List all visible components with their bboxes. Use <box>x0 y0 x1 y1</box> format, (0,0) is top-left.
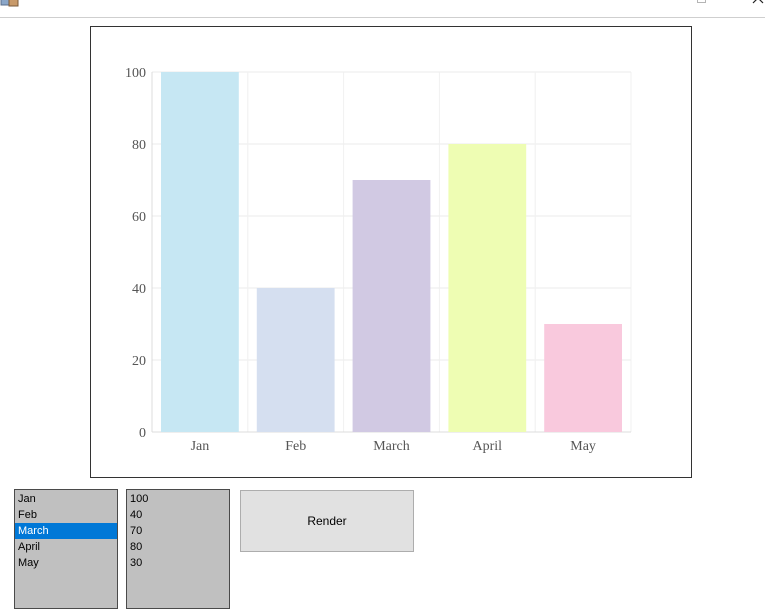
month-list-item[interactable]: April <box>18 541 41 553</box>
month-listbox[interactable]: Jan Feb March April May <box>14 489 118 609</box>
month-list-item[interactable]: Jan <box>18 493 36 505</box>
value-listbox[interactable]: 100 40 70 80 30 <box>126 489 230 609</box>
bar-feb <box>256 288 335 432</box>
value-list-item[interactable]: 30 <box>130 557 143 569</box>
y-tick-label: 20 <box>132 354 146 369</box>
y-tick-label: 0 <box>139 426 146 441</box>
render-button[interactable]: Render <box>240 490 414 552</box>
y-tick-label: 80 <box>132 138 146 153</box>
month-list-item[interactable]: May <box>18 557 39 569</box>
window-title-bar <box>0 0 765 18</box>
chart-panel: 0 20 40 60 80 100 Jan Feb March April May <box>90 26 692 478</box>
app-icon <box>0 0 19 7</box>
y-tick-label: 40 <box>132 282 146 297</box>
x-tick-label: Feb <box>285 439 306 454</box>
month-list-item[interactable]: March <box>15 523 117 539</box>
bar-jan <box>161 72 239 432</box>
value-list-item[interactable]: 40 <box>130 509 143 521</box>
value-list-item[interactable]: 100 <box>130 493 149 505</box>
bar-march <box>352 180 431 432</box>
x-tick-label: May <box>570 439 596 454</box>
bar-chart: 0 20 40 60 80 100 Jan Feb March April May <box>125 66 632 454</box>
close-icon[interactable] <box>750 0 765 6</box>
value-list-item[interactable]: 70 <box>130 525 143 537</box>
x-tick-label: April <box>473 439 503 454</box>
y-tick-label: 100 <box>125 66 146 81</box>
x-tick-label: Jan <box>191 439 210 454</box>
y-tick-label: 60 <box>132 210 146 225</box>
value-list-item[interactable]: 80 <box>130 541 143 553</box>
x-tick-label: March <box>373 439 410 454</box>
maximize-icon[interactable] <box>697 0 706 3</box>
bar-april <box>448 144 527 432</box>
month-list-item[interactable]: Feb <box>18 509 37 521</box>
bar-may <box>544 324 622 432</box>
